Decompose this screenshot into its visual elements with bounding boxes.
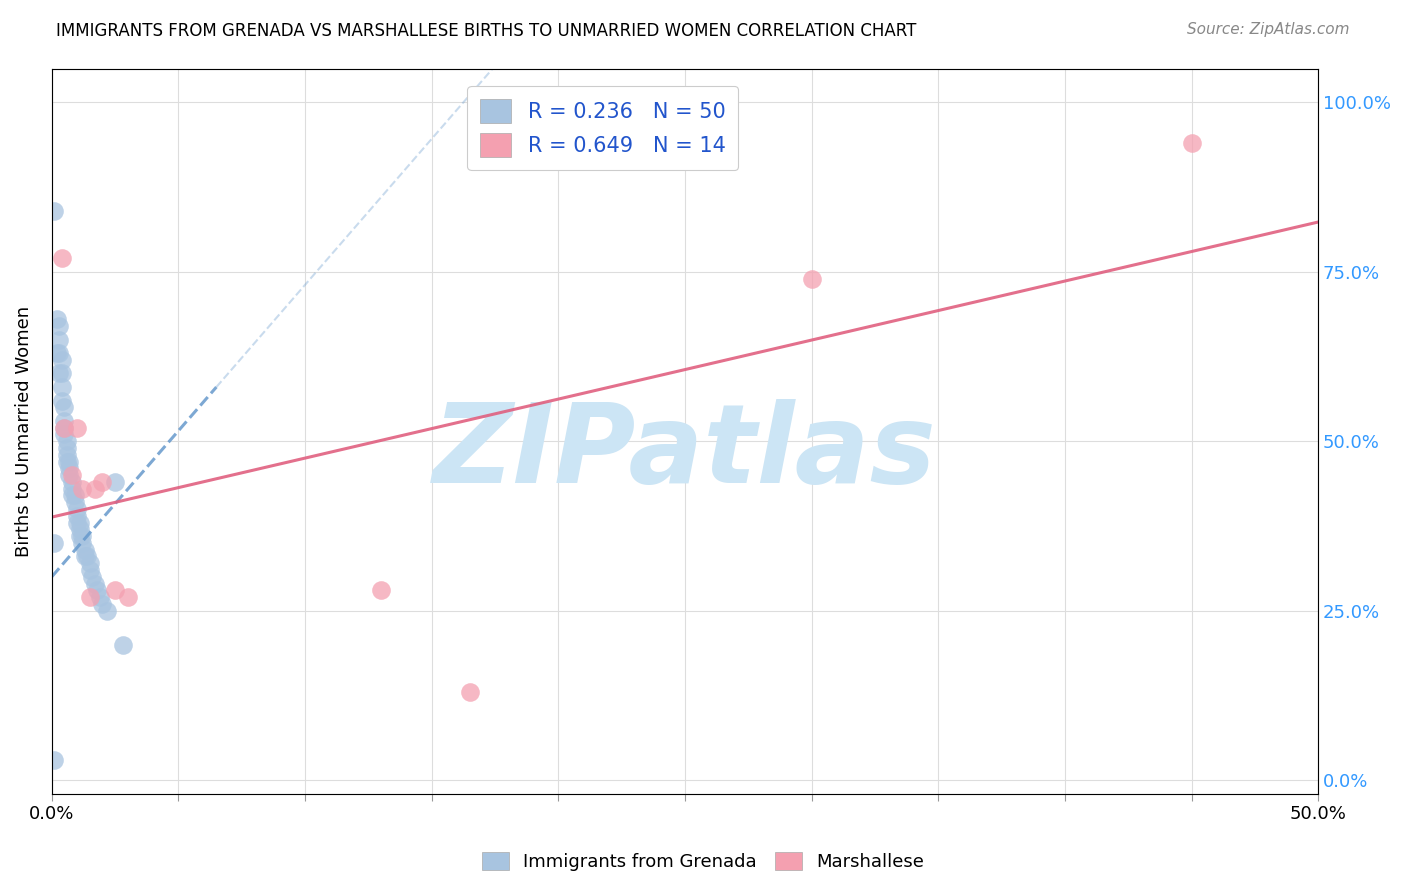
Point: [800, 271, 823, 285]
Legend: R = 0.236   N = 50, R = 0.649   N = 14: R = 0.236 N = 50, R = 0.649 N = 14: [467, 87, 738, 169]
Point: [79, 590, 101, 604]
Point: [56, 441, 79, 455]
Point: [66, 420, 89, 434]
Point: [51, 393, 73, 408]
Point: [53, 420, 76, 434]
Point: [66, 516, 89, 530]
Point: [51, 252, 73, 266]
Point: [83, 482, 105, 496]
Point: [58, 468, 80, 483]
Point: [76, 549, 98, 564]
Point: [56, 448, 79, 462]
Legend: Immigrants from Grenada, Marshallese: Immigrants from Grenada, Marshallese: [474, 845, 932, 879]
Point: [86, 583, 108, 598]
Point: [91, 475, 114, 489]
Text: IMMIGRANTS FROM GRENADA VS MARSHALLESE BIRTHS TO UNMARRIED WOMEN CORRELATION CHA: IMMIGRANTS FROM GRENADA VS MARSHALLESE B…: [56, 22, 917, 40]
Point: [48, 333, 70, 347]
Point: [111, 638, 134, 652]
Point: [53, 427, 76, 442]
Point: [48, 367, 70, 381]
Point: [104, 475, 127, 489]
Text: Source: ZipAtlas.com: Source: ZipAtlas.com: [1187, 22, 1350, 37]
Point: [45, 346, 67, 360]
Point: [69, 522, 91, 536]
Point: [53, 414, 76, 428]
Point: [44, 203, 66, 218]
Point: [48, 346, 70, 360]
Point: [53, 420, 76, 434]
Point: [96, 604, 118, 618]
Point: [60, 468, 83, 483]
Point: [89, 590, 111, 604]
Point: [60, 475, 83, 489]
Point: [51, 353, 73, 368]
Point: [58, 454, 80, 468]
Point: [44, 536, 66, 550]
Point: [91, 597, 114, 611]
Point: [56, 454, 79, 468]
Point: [53, 401, 76, 415]
Point: [104, 583, 127, 598]
Point: [70, 536, 93, 550]
Point: [51, 380, 73, 394]
Text: ZIPatlas: ZIPatlas: [433, 400, 936, 507]
Point: [66, 508, 89, 523]
Point: [458, 685, 481, 699]
Point: [73, 542, 96, 557]
Point: [63, 488, 86, 502]
Point: [79, 556, 101, 570]
Point: [117, 590, 139, 604]
Point: [51, 367, 73, 381]
Point: [1180, 136, 1202, 150]
Point: [370, 583, 392, 598]
Point: [44, 753, 66, 767]
Point: [58, 461, 80, 475]
Point: [70, 529, 93, 543]
Point: [82, 570, 104, 584]
Y-axis label: Births to Unmarried Women: Births to Unmarried Women: [15, 306, 32, 557]
Point: [69, 516, 91, 530]
Point: [48, 319, 70, 334]
Point: [70, 482, 93, 496]
Point: [73, 549, 96, 564]
Point: [56, 434, 79, 449]
Point: [63, 495, 86, 509]
Point: [79, 563, 101, 577]
Point: [66, 502, 89, 516]
Point: [60, 482, 83, 496]
Point: [69, 529, 91, 543]
Point: [60, 488, 83, 502]
Point: [83, 576, 105, 591]
Point: [45, 312, 67, 326]
